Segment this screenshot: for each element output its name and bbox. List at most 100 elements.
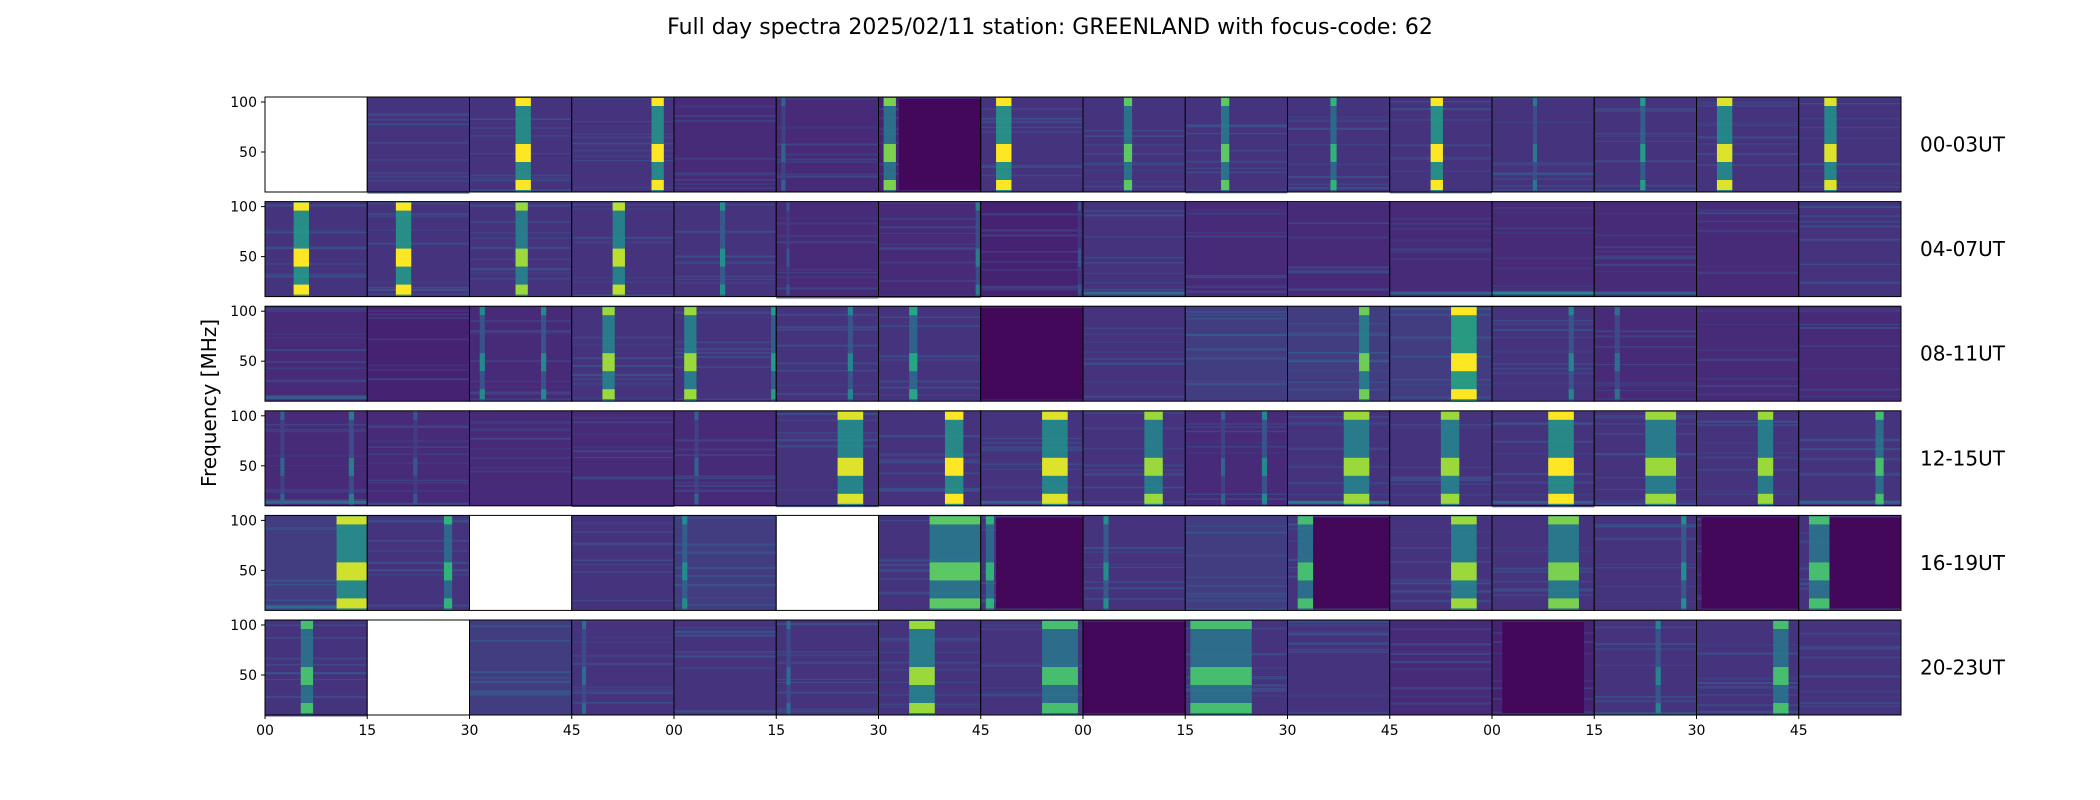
freq-band	[1492, 227, 1595, 229]
panel-background	[1389, 620, 1492, 715]
freq-band	[1185, 150, 1288, 152]
burst-harmonic	[1077, 248, 1081, 267]
panel-background	[776, 306, 879, 402]
freq-band	[1798, 182, 1901, 184]
radio-burst	[781, 97, 786, 192]
freq-band	[265, 714, 368, 717]
radio-burst	[1221, 410, 1226, 506]
freq-band	[776, 369, 879, 372]
burst-harmonic	[771, 353, 777, 372]
freq-band	[1798, 238, 1901, 241]
freq-band	[367, 462, 470, 464]
panel-background	[674, 97, 777, 192]
burst-harmonic	[348, 411, 354, 420]
freq-band	[265, 498, 368, 501]
freq-band	[1594, 390, 1697, 392]
burst-harmonic	[1221, 411, 1226, 420]
freq-band	[1594, 647, 1697, 651]
freq-band	[265, 310, 368, 312]
spectrum-panel	[1696, 305, 1800, 402]
freq-band	[980, 437, 1083, 440]
freq-band	[1083, 581, 1186, 583]
freq-band	[1492, 493, 1595, 496]
freq-band	[1185, 334, 1288, 337]
burst-harmonic	[975, 202, 980, 211]
freq-band	[1287, 632, 1390, 636]
freq-band	[878, 461, 981, 464]
low-band	[1389, 291, 1492, 295]
low-band	[265, 500, 368, 504]
radio-burst	[1221, 97, 1230, 192]
panel-background	[1798, 97, 1901, 192]
freq-band	[878, 435, 981, 438]
freq-band	[367, 569, 470, 572]
radio-burst	[1451, 515, 1477, 611]
freq-band	[469, 391, 572, 394]
freq-band	[1492, 121, 1595, 123]
burst-harmonic	[1640, 144, 1646, 162]
freq-band	[1083, 135, 1186, 137]
freq-band	[367, 490, 470, 492]
radio-burst	[1297, 515, 1314, 611]
spectrum-panel	[469, 201, 573, 298]
spectra-row: 100 50 08-11UT	[230, 304, 2006, 402]
freq-band	[265, 528, 368, 531]
radio-burst	[1144, 410, 1163, 506]
burst-harmonic	[1773, 667, 1789, 685]
spectrum-panel	[1082, 410, 1186, 507]
freq-band	[1492, 162, 1595, 164]
freq-band	[1389, 251, 1492, 254]
panel-background	[674, 515, 777, 611]
burst-harmonic	[837, 411, 864, 420]
freq-band	[980, 166, 1083, 168]
freq-band	[571, 446, 674, 449]
freq-band	[980, 687, 1083, 689]
radio-burst	[975, 201, 980, 297]
freq-band	[1798, 102, 1901, 105]
freq-band	[1083, 129, 1186, 132]
x-tick-label: 00	[665, 723, 683, 739]
freq-band	[878, 247, 981, 250]
freq-band	[1083, 170, 1186, 172]
freq-band	[878, 489, 981, 492]
freq-band	[1492, 267, 1595, 270]
radio-burst	[515, 97, 531, 192]
freq-band	[265, 678, 368, 681]
freq-band	[674, 454, 777, 456]
freq-band	[1492, 368, 1595, 370]
freq-band	[674, 178, 777, 181]
y-tick-label: 50	[239, 250, 257, 266]
freq-band	[776, 126, 879, 129]
panel-background	[1798, 620, 1901, 715]
burst-harmonic	[612, 284, 625, 295]
freq-band	[674, 316, 777, 318]
freq-band	[1594, 384, 1697, 387]
freq-band	[1696, 385, 1799, 387]
panel-background	[776, 620, 879, 715]
freq-band	[1083, 395, 1186, 399]
freq-band	[469, 422, 572, 425]
spectrum-panel	[1593, 410, 1697, 507]
freq-band	[1287, 694, 1390, 697]
burst-harmonic	[720, 248, 726, 267]
freq-band	[1083, 289, 1186, 291]
freq-band	[1696, 349, 1799, 351]
freq-band	[571, 620, 674, 622]
spectrum-panel	[1287, 619, 1391, 716]
burst-harmonic	[1568, 307, 1574, 316]
freq-band	[367, 293, 470, 295]
radio-burst	[293, 201, 309, 297]
freq-band	[367, 281, 470, 283]
freq-band	[571, 477, 674, 480]
freq-band	[265, 584, 368, 586]
freq-band	[1798, 326, 1901, 330]
spectrum-panel	[1389, 514, 1493, 611]
radio-burst	[336, 515, 368, 611]
spectrum-panel	[1593, 514, 1697, 611]
freq-band	[571, 97, 674, 99]
radio-burst	[771, 306, 777, 402]
radio-burst	[786, 201, 790, 297]
freq-band	[1083, 272, 1186, 274]
freq-band	[1594, 255, 1697, 258]
spectrum-panel	[366, 201, 470, 298]
